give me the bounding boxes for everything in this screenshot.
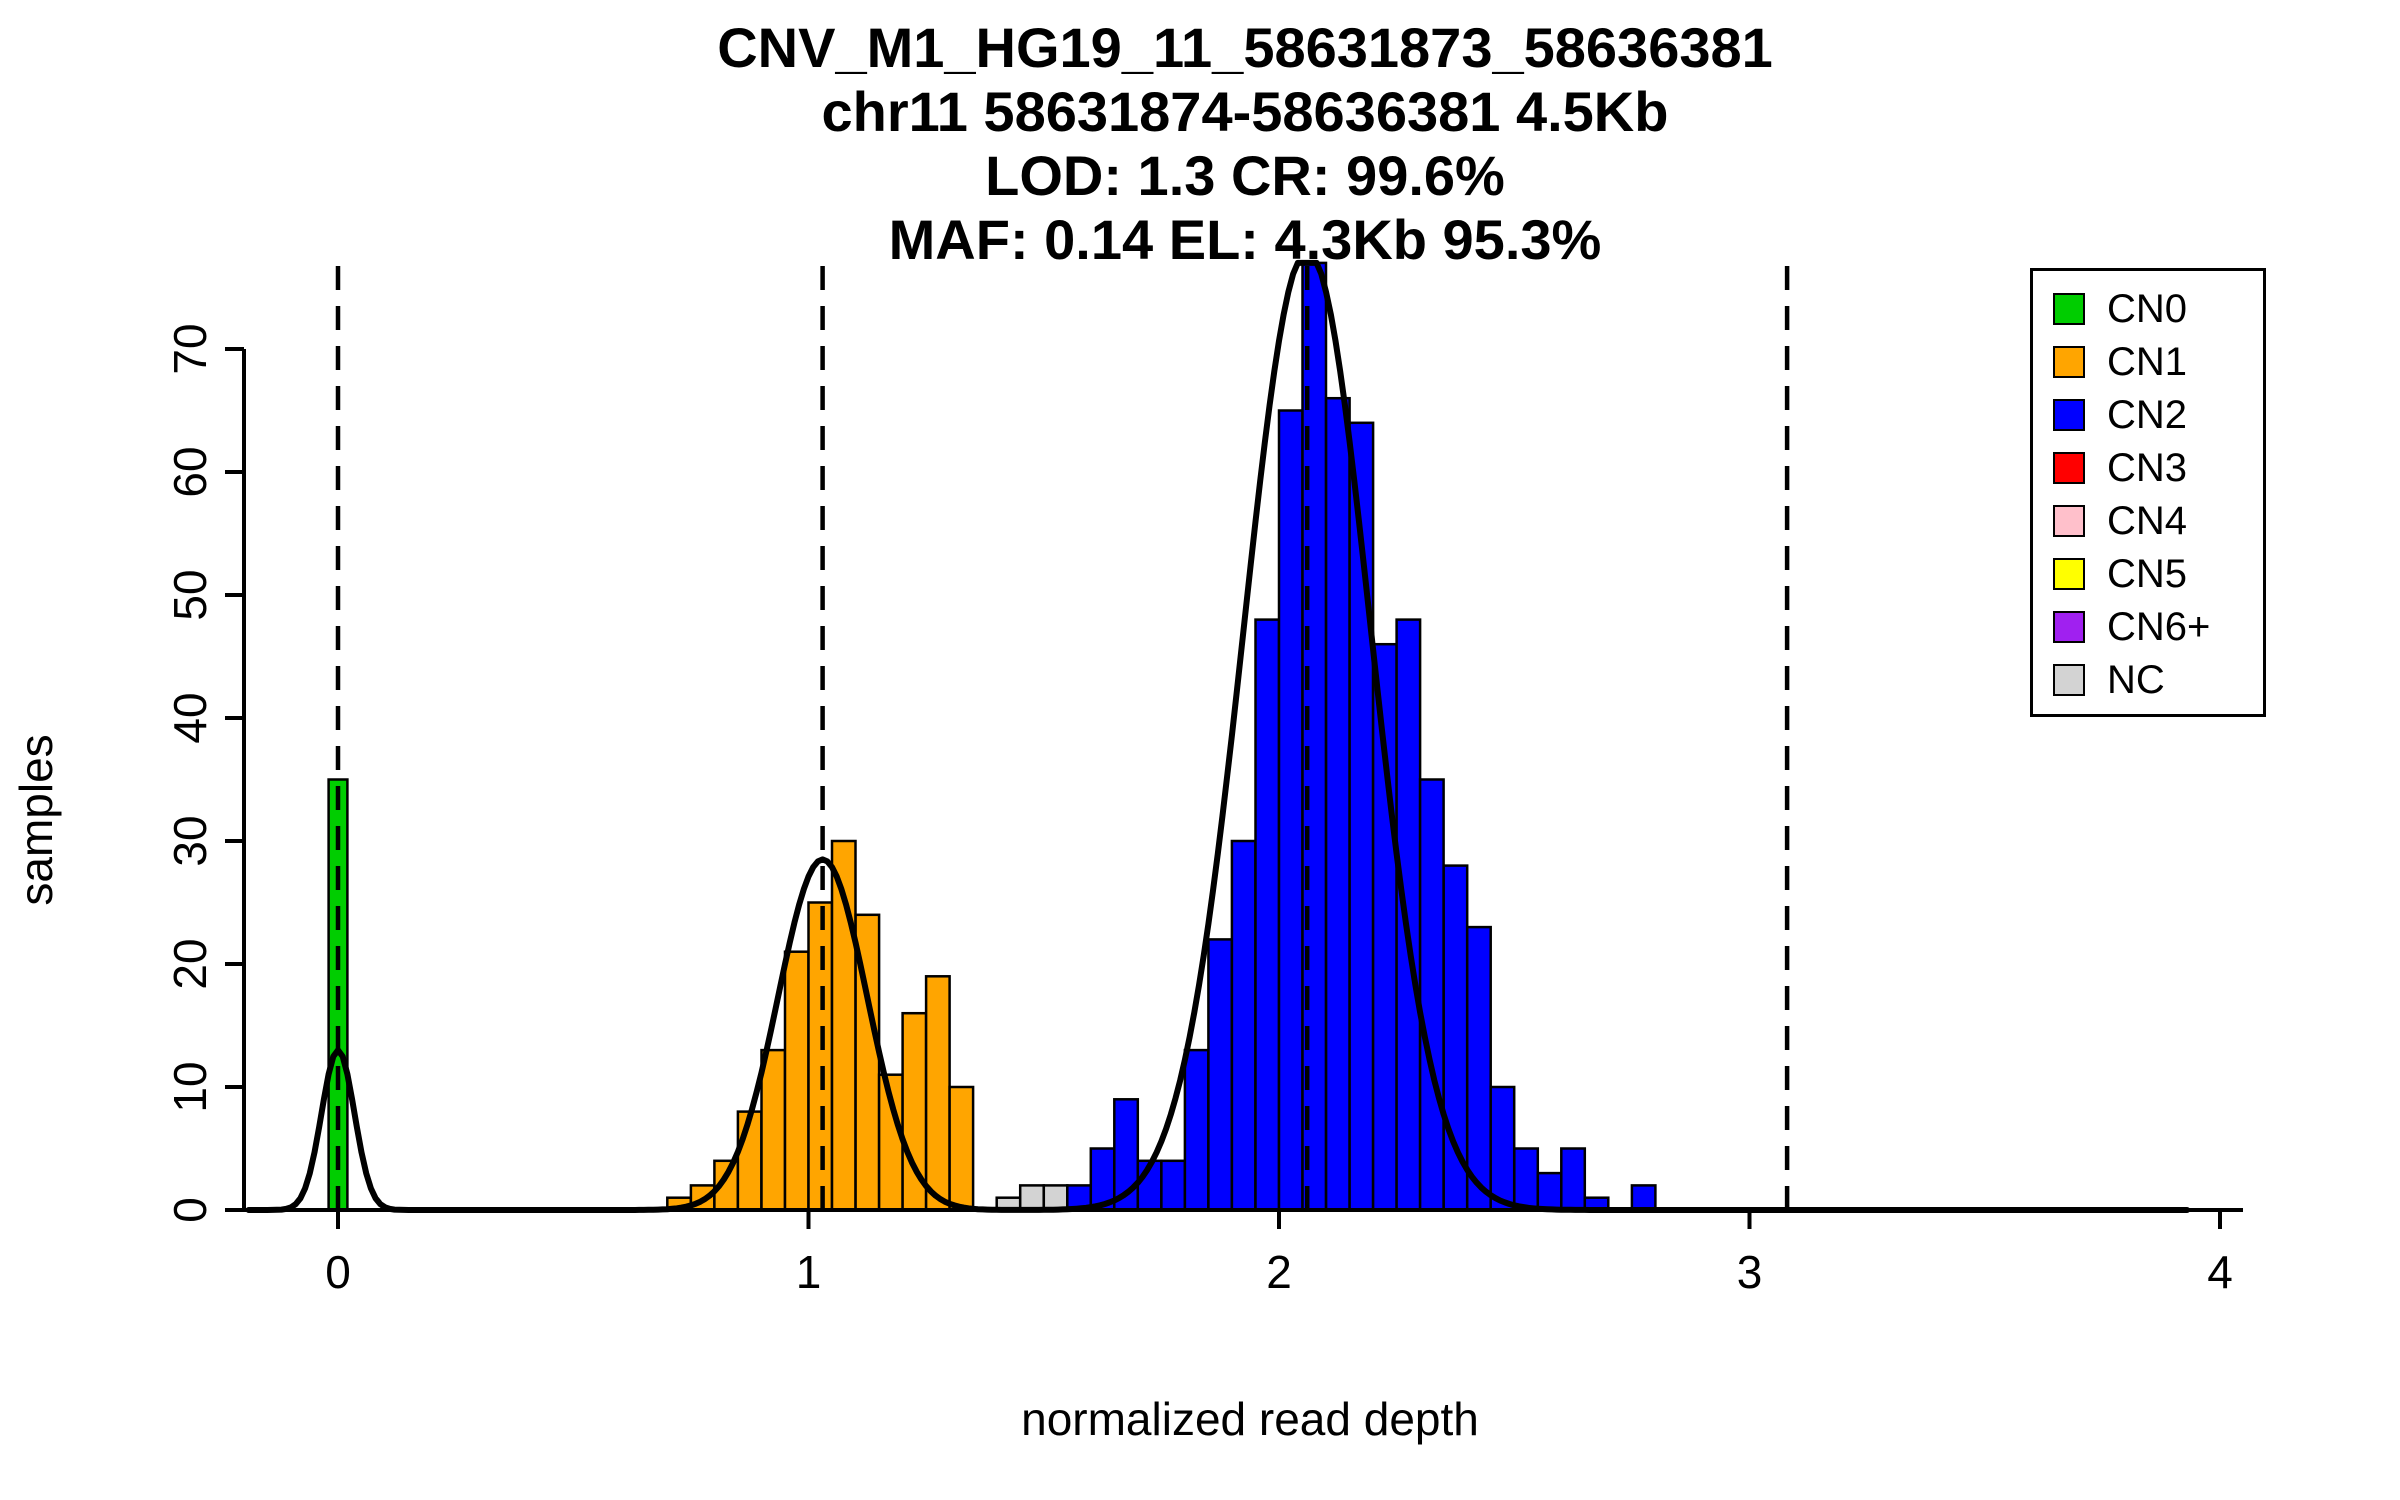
legend-swatch-icon	[2053, 399, 2085, 431]
histogram-bar-cn2	[1254, 618, 1281, 1212]
y-tick-label: 70	[164, 323, 216, 374]
legend-item-cn6plus: CN6+	[2053, 605, 2253, 649]
y-tick-label: 60	[164, 446, 216, 497]
histogram-bar-cn1	[783, 950, 810, 1212]
chart-title-line-2: chr11 58631874-58636381 4.5Kb	[821, 80, 1669, 143]
histogram-bar-cn2	[1513, 1147, 1540, 1212]
histogram-bar-cn2	[1207, 938, 1234, 1212]
y-tick-label: 20	[164, 938, 216, 989]
legend-swatch-icon	[2053, 611, 2085, 643]
legend-label: CN2	[2107, 393, 2188, 437]
legend-swatch-icon	[2053, 505, 2085, 537]
y-tick-label: 30	[164, 815, 216, 866]
legend-label: CN4	[2107, 499, 2188, 543]
y-tick-label: 50	[164, 569, 216, 620]
x-tick-label: 2	[1266, 1246, 1292, 1298]
legend-label: CN1	[2107, 340, 2188, 384]
legend-label: NC	[2107, 658, 2165, 702]
histogram-bar-cn1	[924, 975, 951, 1212]
legend-swatch-icon	[2053, 664, 2085, 696]
x-tick-label: 3	[1737, 1246, 1763, 1298]
legend-item-cn1: CN1	[2053, 340, 2253, 384]
legend-item-nc: NC	[2053, 658, 2253, 702]
y-tick-label: 40	[164, 692, 216, 743]
legend-label: CN0	[2107, 287, 2188, 331]
legend-swatch-icon	[2053, 452, 2085, 484]
y-tick-label: 10	[164, 1061, 216, 1112]
legend-label: CN5	[2107, 552, 2188, 596]
x-tick-label: 4	[2207, 1246, 2233, 1298]
histogram-bar-cn1	[760, 1048, 787, 1212]
histogram-bar-cn2	[1465, 925, 1492, 1212]
y-axis-title: samples	[10, 734, 62, 905]
chart-title-line-3: LOD: 1.3 CR: 99.6%	[985, 144, 1505, 207]
legend-item-cn4: CN4	[2053, 499, 2253, 543]
histogram-bar-nc	[1042, 1184, 1069, 1212]
legend-swatch-icon	[2053, 558, 2085, 590]
x-axis-title: normalized read depth	[1021, 1393, 1479, 1445]
legend-item-cn2: CN2	[2053, 393, 2253, 437]
legend: CN0 CN1 CN2 CN3 CN4 CN5 CN6+ NC	[2030, 268, 2266, 717]
chart-title: CNV_M1_HG19_11_58631873_58636381 chr11 5…	[230, 16, 2260, 272]
legend-item-cn5: CN5	[2053, 552, 2253, 596]
legend-label: CN6+	[2107, 605, 2211, 649]
x-tick-label: 1	[796, 1246, 822, 1298]
histogram-bar-cn2	[1277, 409, 1304, 1212]
legend-label: CN3	[2107, 446, 2188, 490]
histogram-bar-cn2	[1183, 1048, 1210, 1212]
y-tick-label: 0	[164, 1197, 216, 1223]
chart-title-line-4: MAF: 0.14 EL: 4.3Kb 95.3%	[888, 208, 1602, 271]
x-tick-label: 0	[325, 1246, 351, 1298]
histogram-bar-cn2	[1395, 618, 1422, 1212]
legend-swatch-icon	[2053, 346, 2085, 378]
histogram-bar-cn2	[1489, 1085, 1516, 1212]
histogram-bar-cn2	[1418, 778, 1445, 1212]
histogram-bar-cn2	[1324, 396, 1351, 1212]
histogram-bar-nc	[1018, 1184, 1045, 1212]
histogram-bar-cn1	[807, 901, 834, 1212]
legend-item-cn0: CN0	[2053, 287, 2253, 331]
histogram-bar-cn2	[1536, 1171, 1563, 1212]
histogram-bar-cn2	[1230, 839, 1257, 1212]
legend-swatch-icon	[2053, 293, 2085, 325]
histogram-bar-cn2	[1160, 1159, 1187, 1212]
chart-title-line-1: CNV_M1_HG19_11_58631873_58636381	[717, 16, 1773, 79]
histogram-bar-cn1	[948, 1085, 975, 1212]
legend-item-cn3: CN3	[2053, 446, 2253, 490]
histogram-bar-cn2	[1560, 1147, 1587, 1212]
histogram-bar-cn2	[1630, 1184, 1657, 1212]
